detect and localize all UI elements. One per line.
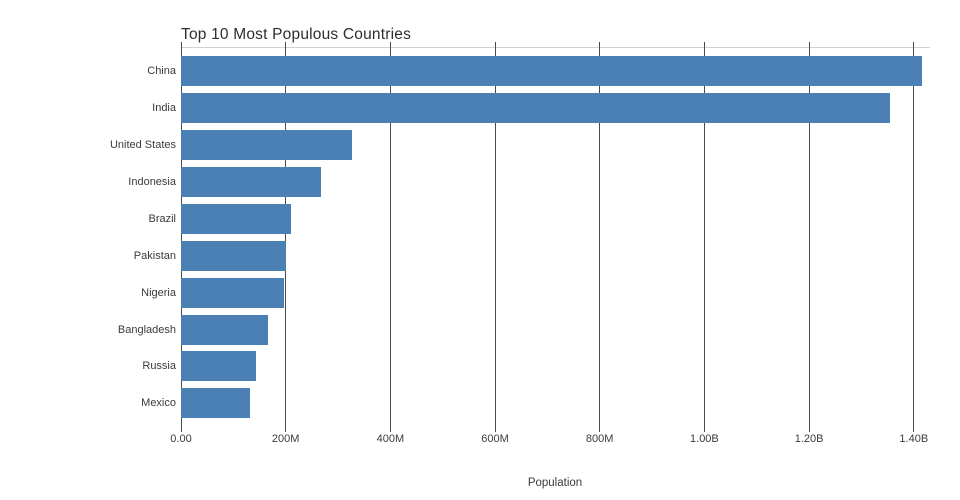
bar-india <box>181 92 890 123</box>
gridline-200M <box>285 42 287 432</box>
x-tick-1.20B: 1.20B <box>794 433 824 445</box>
bar-bangladesh <box>181 314 268 345</box>
y-label-pakistan: Pakistan <box>133 249 176 262</box>
x-axis-title: Population <box>527 477 583 489</box>
x-tick-0.00: 0.00 <box>170 433 192 445</box>
y-label-india: India <box>152 101 176 114</box>
bar-united-states <box>181 129 353 160</box>
chart-title: Top 10 Most Populous Countries <box>181 26 412 43</box>
x-tick-200M: 200M <box>271 433 300 445</box>
bar-indonesia <box>181 166 321 197</box>
y-label-nigeria: Nigeria <box>141 286 176 299</box>
y-label-mexico: Mexico <box>141 397 176 410</box>
bar-china <box>181 56 922 86</box>
y-label-russia: Russia <box>142 360 176 373</box>
plot-top-spine <box>181 47 930 48</box>
gridline-1.40B <box>913 42 915 432</box>
gridline-600M <box>494 42 496 432</box>
gridline-1.20B <box>808 42 810 432</box>
x-tick-1.40B: 1.40B <box>899 433 929 445</box>
x-tick-600M: 600M <box>481 433 509 445</box>
bar-russia <box>181 351 257 382</box>
gridline-400M <box>389 42 391 432</box>
gridline-1.00B <box>703 42 705 432</box>
x-tick-400M: 400M <box>376 433 405 445</box>
bar-nigeria <box>181 277 284 308</box>
y-label-bangladesh: Bangladesh <box>117 323 176 336</box>
bar-brazil <box>181 203 292 234</box>
bar-mexico <box>181 388 250 419</box>
y-label-china: China <box>147 65 176 77</box>
gridline-800M <box>599 42 601 432</box>
y-label-brazil: Brazil <box>148 212 176 225</box>
gridline-0.00 <box>180 42 182 432</box>
x-tick-800M: 800M <box>585 433 614 445</box>
bar-pakistan <box>181 240 287 271</box>
y-label-united-states: United States <box>109 138 176 151</box>
x-tick-1.00B: 1.00B <box>690 433 719 445</box>
y-label-indonesia: Indonesia <box>128 175 176 188</box>
